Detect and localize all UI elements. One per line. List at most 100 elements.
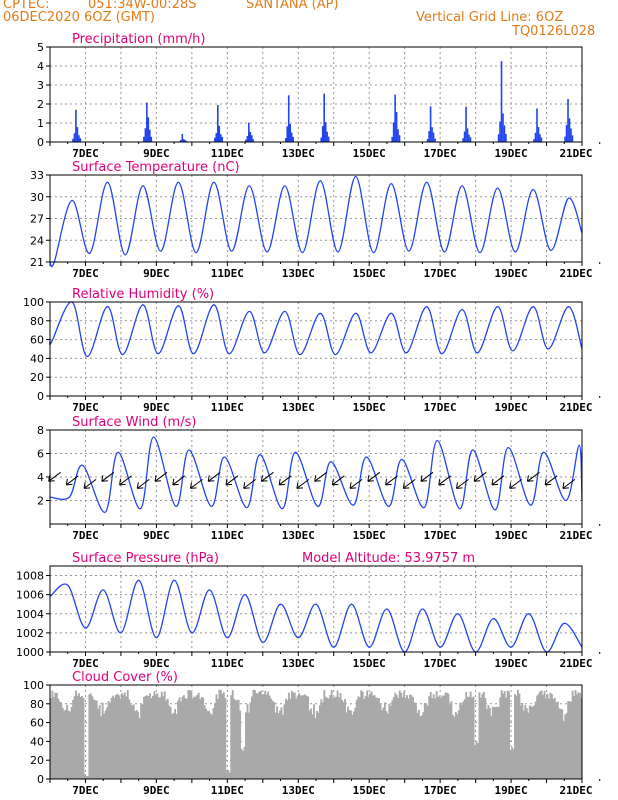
cloud-bar <box>508 691 510 779</box>
cloud-bar <box>197 692 200 779</box>
precip-bar <box>426 138 429 142</box>
cloud-bar <box>203 705 206 779</box>
cloud-bar <box>305 695 308 779</box>
y-tick-label: 8 <box>37 424 44 437</box>
cloud-bar <box>126 690 129 779</box>
cloud-bar <box>100 716 103 779</box>
panel-border <box>49 684 583 780</box>
precip-bar <box>149 129 151 142</box>
cloud-bar <box>321 702 324 779</box>
cloud-bar <box>323 689 326 779</box>
cloud-bar <box>434 698 437 779</box>
cloud-bar <box>60 702 63 779</box>
x-tick-label: 15DEC <box>353 267 386 280</box>
y-tick-label: 4 <box>37 60 44 73</box>
cloud-bar <box>480 697 482 779</box>
y-tick-label: 4 <box>37 471 44 484</box>
x-tick-label: 21DEC <box>559 529 592 542</box>
wind-arrow-head <box>456 482 463 489</box>
cloud-bar <box>54 692 57 779</box>
x-tick-label: 17DEC <box>424 401 457 414</box>
precip-bar <box>428 131 430 142</box>
cloud-bar <box>543 690 546 779</box>
x-tick-label: 9DEC <box>143 267 170 280</box>
cloud-bar <box>446 692 448 779</box>
cloud-bar <box>336 690 339 779</box>
cloud-bar <box>481 693 484 779</box>
y-tick-label: 20 <box>30 371 44 384</box>
cloud-bar <box>146 695 148 779</box>
x-tick-label: 7DEC <box>72 657 99 670</box>
wind-arrow-head <box>314 475 321 482</box>
panel-border <box>49 565 583 653</box>
cloud-bar <box>530 706 533 779</box>
precip-bar <box>431 127 433 142</box>
cloud-bar <box>425 703 428 779</box>
precip-bar <box>324 122 327 142</box>
cloud-bar <box>366 690 369 779</box>
cloud-bar <box>273 702 276 779</box>
cloud-bar <box>528 705 531 779</box>
cloud-bar <box>270 698 273 779</box>
wind-arrow-head <box>83 482 91 489</box>
y-tick-label: 80 <box>30 698 44 711</box>
cloud-bar <box>293 692 296 779</box>
precip-bar <box>326 131 328 142</box>
cloud-bar <box>202 697 205 779</box>
cloud-bar <box>95 700 98 779</box>
cloud-bar <box>296 695 299 779</box>
wind-arrow-head <box>172 478 179 486</box>
precip-bar <box>327 136 330 142</box>
cloud-bar <box>308 710 311 779</box>
cloud-bar <box>222 692 225 779</box>
cloud-bar <box>351 714 354 779</box>
precip-bar <box>284 138 287 142</box>
cloud-bar <box>503 691 506 779</box>
cloud-bar <box>97 708 100 779</box>
cloud-bar <box>394 692 397 779</box>
wind-arrow-shaft <box>261 471 274 482</box>
cloud-bar <box>494 707 497 779</box>
cloud-bar <box>144 695 147 779</box>
cloud-bar <box>193 696 196 779</box>
precip-bar <box>76 127 79 142</box>
cloud-bar <box>500 690 503 779</box>
cloud-bar <box>194 696 197 779</box>
cloud-bar <box>171 713 174 779</box>
cloud-bar <box>292 692 295 779</box>
panel-title: Surface Wind (m/s) <box>72 415 196 430</box>
x-tick-label: 13DEC <box>282 529 315 542</box>
cloud-bar <box>518 693 521 779</box>
cloud-bar <box>274 712 277 779</box>
x-tick-label: 13DEC <box>282 147 315 160</box>
cloud-bar <box>175 714 178 779</box>
precip-bar <box>564 136 566 142</box>
cloud-bar <box>567 701 570 779</box>
cloud-bar <box>168 705 171 779</box>
cloud-bar <box>206 711 209 779</box>
cloud-bar <box>78 693 80 779</box>
cloud-bar <box>307 696 310 779</box>
cloud-bar <box>401 697 404 779</box>
cloud-bar <box>199 699 202 779</box>
precip-bar <box>503 125 506 142</box>
y-tick-label: 27 <box>30 213 44 226</box>
cloud-bar <box>104 710 107 779</box>
x-tick-label: 21DEC <box>559 147 592 160</box>
precip-bar <box>499 121 501 142</box>
cloud-bar <box>561 709 564 779</box>
y-tick-label: 40 <box>30 352 44 365</box>
precip-bar <box>398 135 401 142</box>
precip-bar <box>79 138 82 142</box>
cloud-bar <box>101 702 104 779</box>
cloud-bar <box>355 699 358 779</box>
cloud-bar <box>542 694 544 779</box>
precip-bar <box>73 133 76 142</box>
y-tick-label: 1008 <box>16 570 44 583</box>
series-line <box>49 175 583 268</box>
y-tick-label: 30 <box>30 191 44 204</box>
y-tick-label: 21 <box>30 256 44 269</box>
cloud-bar <box>115 695 117 779</box>
header-coords: 051:34W-00:28S <box>88 0 197 12</box>
cloud-bar <box>138 718 141 779</box>
